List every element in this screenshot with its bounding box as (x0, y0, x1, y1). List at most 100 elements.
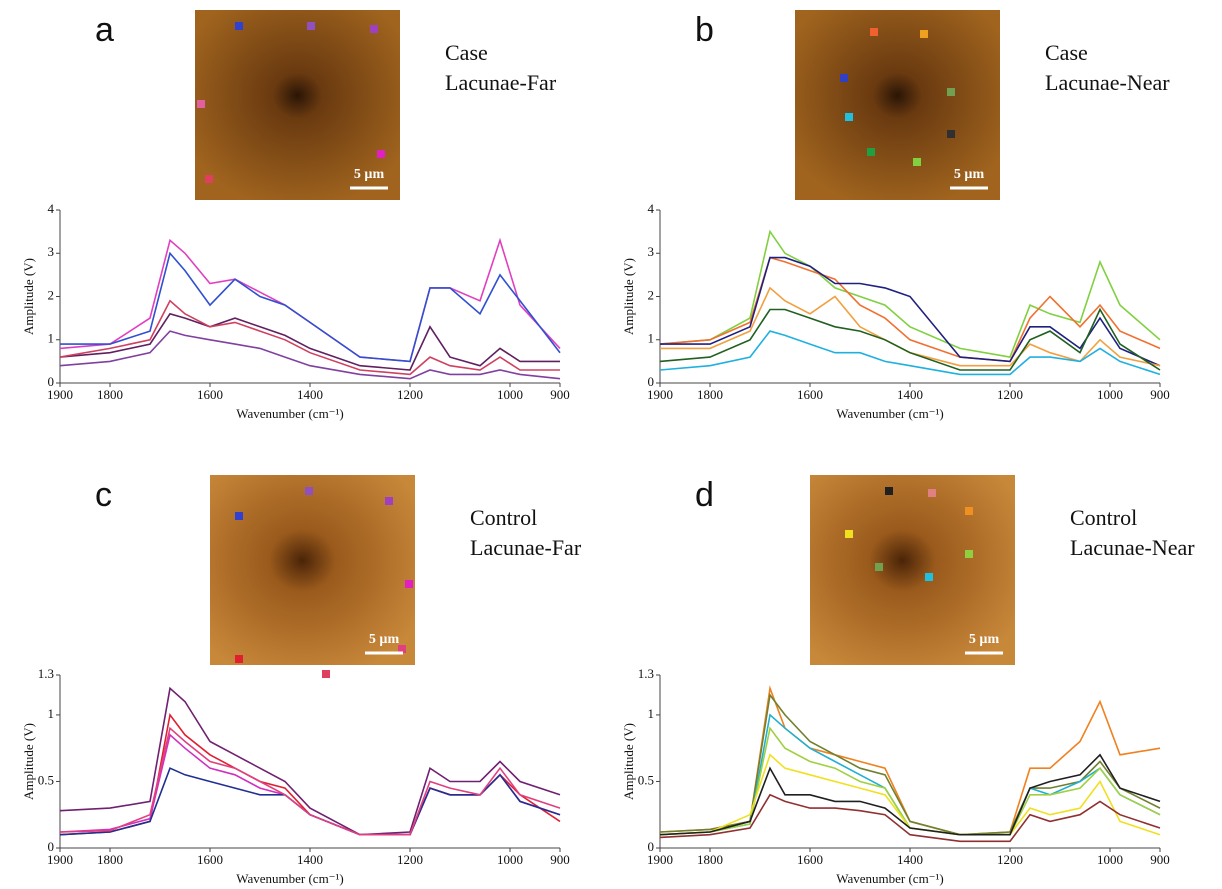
x-tick-label: 1800 (97, 852, 123, 867)
x-axis-label: Wavenumber (cm⁻¹) (236, 406, 344, 421)
probe-spot (370, 25, 378, 33)
probe-spot (947, 130, 955, 138)
x-tick-label: 1000 (497, 387, 523, 402)
spectrum-line (659, 753, 1161, 836)
y-tick-label: 1.3 (638, 666, 654, 681)
caption: Lacunae-Near (1070, 535, 1195, 560)
y-axis-label: Amplitude (V) (21, 258, 36, 335)
spectrum-line (59, 712, 561, 836)
panel-letter: c (95, 476, 112, 514)
probe-spot (920, 30, 928, 38)
scale-label: 5 µm (954, 167, 985, 182)
y-axis-label: Amplitude (V) (21, 723, 36, 800)
spectrum-line (659, 307, 1161, 371)
y-tick-label: 4 (48, 201, 55, 216)
panel-letter: b (695, 11, 714, 49)
x-axis-label: Wavenumber (cm⁻¹) (236, 871, 344, 886)
probe-spot (235, 22, 243, 30)
probe-spot (965, 507, 973, 515)
probe-spot (235, 512, 243, 520)
spectrum-line (659, 229, 1161, 359)
probe-spot (840, 74, 848, 82)
spectrum-line (659, 685, 1161, 836)
probe-spot (305, 487, 313, 495)
y-tick-label: 1 (48, 331, 55, 346)
caption: Control (470, 505, 537, 530)
afm-image (210, 475, 415, 665)
x-tick-label: 1200 (397, 387, 423, 402)
scale-label: 5 µm (354, 167, 385, 182)
x-tick-label: 1000 (1097, 852, 1123, 867)
y-tick-label: 3 (48, 244, 55, 259)
spectrum-line (60, 251, 561, 363)
x-tick-label: 900 (550, 852, 570, 867)
caption: Lacunae-Far (470, 535, 582, 560)
x-tick-label: 1000 (1097, 387, 1123, 402)
x-tick-label: 1200 (397, 852, 423, 867)
afm-image (795, 10, 1000, 200)
probe-spot (398, 645, 406, 653)
x-tick-label: 1900 (647, 387, 673, 402)
probe-spot (385, 497, 393, 505)
spectrum-line (659, 793, 1161, 843)
x-tick-label: 900 (1150, 852, 1170, 867)
x-tick-label: 1900 (47, 852, 73, 867)
probe-spot (205, 175, 213, 183)
probe-spot (235, 655, 243, 663)
x-tick-label: 1800 (97, 387, 123, 402)
x-tick-label: 1400 (897, 387, 923, 402)
spectrum-line (59, 299, 560, 376)
y-tick-label: 1.3 (38, 666, 54, 681)
x-tick-label: 1600 (197, 387, 223, 402)
y-axis-label: Amplitude (V) (621, 258, 636, 335)
x-tick-label: 1800 (697, 387, 723, 402)
caption: Control (1070, 505, 1137, 530)
y-tick-label: 0 (48, 374, 55, 389)
caption: Lacunae-Near (1045, 70, 1170, 95)
x-tick-label: 1800 (697, 852, 723, 867)
spectrum-line (59, 733, 561, 836)
probe-spot (845, 113, 853, 121)
x-tick-label: 1600 (797, 387, 823, 402)
panel-letter: a (95, 11, 114, 49)
x-tick-label: 1200 (997, 852, 1023, 867)
y-axis-label: Amplitude (V) (621, 723, 636, 800)
probe-spot (928, 489, 936, 497)
y-tick-label: 3 (648, 244, 655, 259)
x-tick-label: 1900 (47, 387, 73, 402)
spectrum-line (59, 686, 561, 836)
y-tick-label: 0.5 (638, 772, 654, 787)
probe-spot (965, 550, 973, 558)
spectrum-line (660, 256, 1161, 367)
caption: Case (445, 40, 488, 65)
x-tick-label: 1400 (297, 387, 323, 402)
x-tick-label: 1200 (997, 387, 1023, 402)
probe-spot (885, 487, 893, 495)
probe-spot (875, 563, 883, 571)
probe-spot (307, 22, 315, 30)
y-tick-label: 4 (648, 201, 655, 216)
x-tick-label: 900 (550, 387, 570, 402)
y-tick-label: 0 (648, 374, 655, 389)
x-tick-label: 1900 (647, 852, 673, 867)
spectrum-line (659, 330, 1161, 376)
spectrum-line (59, 726, 561, 836)
probe-spot (377, 150, 385, 158)
panel-letter: d (695, 476, 714, 514)
y-tick-label: 1 (648, 706, 655, 721)
scale-label: 5 µm (369, 632, 400, 647)
probe-spot (947, 88, 955, 96)
spectrum-line (59, 767, 561, 836)
caption: Lacunae-Far (445, 70, 557, 95)
spectrum-line (659, 753, 1161, 836)
probe-spot (925, 573, 933, 581)
probe-spot (322, 670, 330, 678)
probe-spot (197, 100, 205, 108)
probe-spot (867, 148, 875, 156)
y-tick-label: 0 (648, 839, 655, 854)
scale-label: 5 µm (969, 632, 1000, 647)
x-tick-label: 900 (1150, 387, 1170, 402)
y-tick-label: 2 (48, 287, 55, 302)
